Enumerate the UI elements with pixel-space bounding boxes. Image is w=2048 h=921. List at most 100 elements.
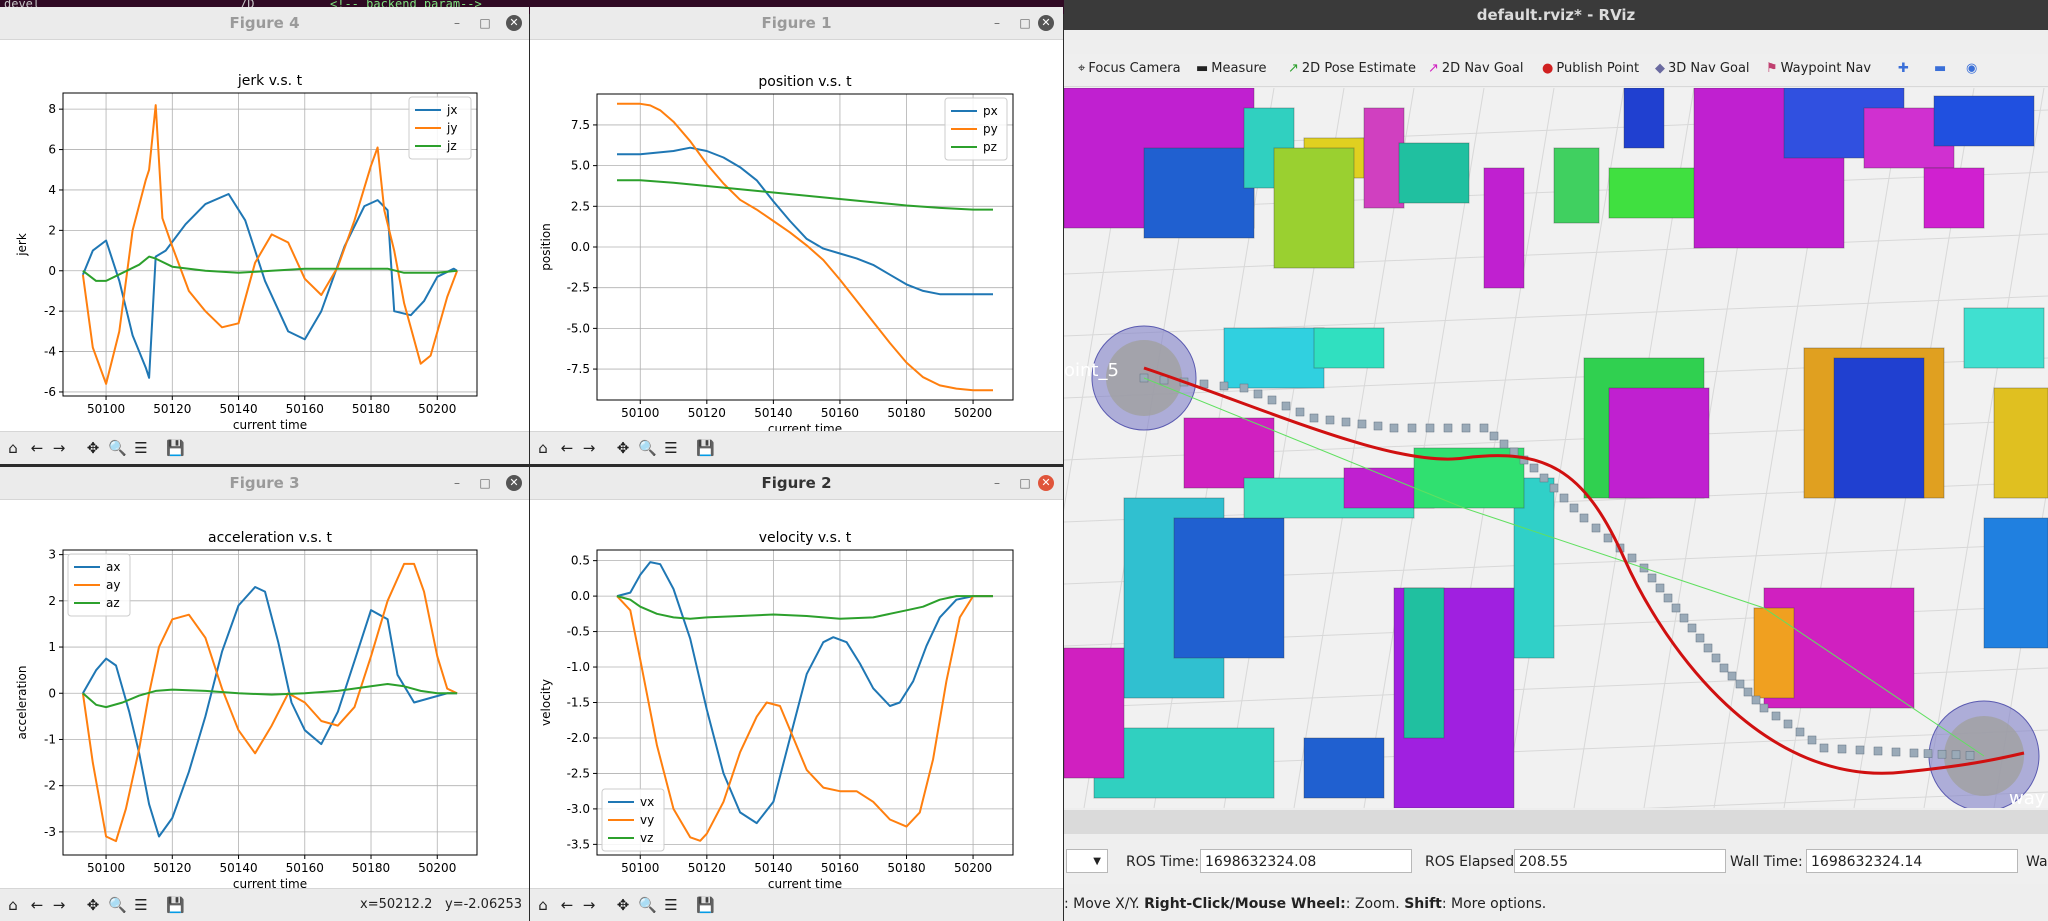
maximize-icon[interactable]: □ (479, 476, 491, 490)
ros-time-field[interactable]: 1698632324.08 (1200, 849, 1412, 873)
forward-icon[interactable]: → (52, 896, 66, 914)
figure-2-titlebar[interactable]: Figure 2 – □ ✕ (530, 467, 1063, 500)
x-tick-label: 50200 (418, 402, 456, 416)
y-tick-label: -4 (44, 345, 56, 359)
figure-1-canvas[interactable]: 50100 50120 50140 50160 50180 50200 7.5 5.0 2.5 0… (530, 40, 1063, 432)
home-icon[interactable]: ⌂ (8, 896, 18, 914)
figure-4-titlebar[interactable]: Figure 4 – □ ✕ (0, 7, 529, 40)
minus-icon[interactable]: ▬ (1934, 61, 1947, 76)
wall-time-field[interactable]: 1698632324.14 (1806, 849, 2018, 873)
time-panel-dropdown[interactable]: ▼ (1066, 849, 1108, 873)
eye-icon[interactable]: ◉ (1966, 61, 1978, 76)
rviz-window: default.rviz* - RViz ⌖ Focus Camera ▬ Meas… (1064, 0, 2048, 921)
home-icon[interactable]: ⌂ (538, 439, 548, 457)
obstacle-block (1833, 357, 1925, 499)
minimize-icon[interactable]: – (454, 16, 460, 30)
figure-4-canvas[interactable]: 50100 50120 50140 50160 50180 50200 8 6 4 2 0 -2 -4 -… (0, 40, 529, 432)
pan-icon[interactable]: ✥ (86, 439, 100, 457)
path-waypoint-square (1873, 746, 1883, 756)
zoom-icon[interactable]: 🔍 (108, 439, 127, 457)
path-waypoint-square (1539, 473, 1549, 483)
path-waypoint-square (1671, 603, 1681, 613)
tool-2d-nav-goal[interactable]: ↗ 2D Nav Goal (1428, 61, 1523, 76)
back-icon[interactable]: ← (560, 439, 574, 457)
configure-icon[interactable]: ☰ (134, 896, 148, 914)
tool-waypoint-nav[interactable]: ⚑ Waypoint Nav (1766, 61, 1871, 76)
tool-focus-camera[interactable]: ⌖ Focus Camera (1078, 61, 1181, 76)
save-icon[interactable]: 💾 (166, 439, 185, 457)
back-icon[interactable]: ← (30, 439, 44, 457)
legend-label-jz: jz (446, 139, 457, 153)
close-icon[interactable]: ✕ (1038, 15, 1054, 31)
zoom-icon[interactable]: 🔍 (638, 439, 657, 457)
tool-publish-point[interactable]: ● Publish Point (1542, 61, 1639, 76)
minimize-icon[interactable]: – (994, 476, 1000, 490)
maximize-icon[interactable]: □ (1019, 476, 1031, 490)
forward-icon[interactable]: → (52, 439, 66, 457)
x-axis-label: current time (768, 422, 842, 432)
figure-3-titlebar[interactable]: Figure 3 – □ ✕ (0, 467, 529, 500)
back-icon[interactable]: ← (560, 896, 574, 914)
path-waypoint-square (1807, 735, 1817, 745)
forward-icon[interactable]: → (582, 896, 596, 914)
zoom-icon[interactable]: 🔍 (108, 896, 127, 914)
close-icon[interactable]: ✕ (506, 475, 522, 491)
save-icon[interactable]: 💾 (696, 439, 715, 457)
path-waypoint-square (1267, 395, 1277, 405)
save-icon[interactable]: 💾 (696, 896, 715, 914)
path-waypoint-square (1679, 613, 1689, 623)
x-tick-label: 50100 (621, 406, 659, 420)
tool-3d-nav-goal[interactable]: ◆ 3D Nav Goal (1655, 61, 1750, 76)
pan-icon[interactable]: ✥ (616, 896, 630, 914)
legend-label-vz: vz (640, 831, 653, 845)
y-axis-label: jerk (15, 233, 29, 257)
path-waypoint-square (1695, 633, 1705, 643)
configure-icon[interactable]: ☰ (664, 439, 678, 457)
rviz-scrollbar[interactable] (1064, 810, 2048, 834)
series-line-pz (617, 179, 993, 211)
save-icon[interactable]: 💾 (166, 896, 185, 914)
ros-elapsed-field[interactable]: 208.55 (1514, 849, 1726, 873)
pan-icon[interactable]: ✥ (616, 439, 630, 457)
y-tick-label: 2 (48, 594, 56, 608)
figure-1-titlebar[interactable]: Figure 1 – □ ✕ (530, 7, 1063, 40)
tool-measure[interactable]: ▬ Measure (1196, 61, 1267, 76)
path-waypoint-square (1727, 671, 1737, 681)
configure-icon[interactable]: ☰ (664, 896, 678, 914)
rviz-3d-view[interactable]: oint_5 way (1064, 88, 2048, 808)
legend-label-vx: vx (640, 795, 654, 809)
diamond-icon: ◆ (1655, 61, 1665, 76)
path-waypoint-square (1357, 419, 1367, 429)
red-pin-icon: ● (1542, 61, 1554, 76)
figure-3-canvas[interactable]: 50100 50120 50140 50160 50180 50200 3 2 1 0 -1 -2 -3… (0, 500, 529, 889)
y-tick-label: -2 (44, 779, 56, 793)
figure-2-canvas[interactable]: 50100 50120 50140 50160 50180 50200 0.5 0.0 -0.5… (530, 500, 1063, 889)
plus-icon[interactable]: ✚ (1898, 61, 1909, 76)
x-tick-label: 50120 (688, 406, 726, 420)
close-icon[interactable]: ✕ (1038, 475, 1054, 491)
back-icon[interactable]: ← (30, 896, 44, 914)
maximize-icon[interactable]: □ (1019, 16, 1031, 30)
close-icon[interactable]: ✕ (506, 15, 522, 31)
forward-icon[interactable]: → (582, 439, 596, 457)
zoom-icon[interactable]: 🔍 (638, 896, 657, 914)
cursor-x-readout: x=50212.2 (360, 897, 433, 912)
chart-title: velocity v.s. t (759, 530, 852, 546)
minimize-icon[interactable]: – (994, 16, 1000, 30)
home-icon[interactable]: ⌂ (538, 896, 548, 914)
home-icon[interactable]: ⌂ (8, 439, 18, 457)
y-tick-label: 7.5 (571, 118, 590, 132)
y-tick-label: 8 (48, 102, 56, 116)
path-waypoint-square (1461, 423, 1471, 433)
path-waypoint-square (1529, 463, 1539, 473)
configure-icon[interactable]: ☰ (134, 439, 148, 457)
maximize-icon[interactable]: □ (479, 16, 491, 30)
minimize-icon[interactable]: – (454, 476, 460, 490)
tool-label: 2D Pose Estimate (1301, 61, 1416, 76)
path-waypoint-square (1891, 747, 1901, 757)
y-tick-label: -2 (44, 304, 56, 318)
tool-2d-pose-estimate[interactable]: ↗ 2D Pose Estimate (1288, 61, 1416, 76)
path-waypoint-square (1239, 383, 1249, 393)
obstacle-block (1608, 387, 1710, 499)
pan-icon[interactable]: ✥ (86, 896, 100, 914)
